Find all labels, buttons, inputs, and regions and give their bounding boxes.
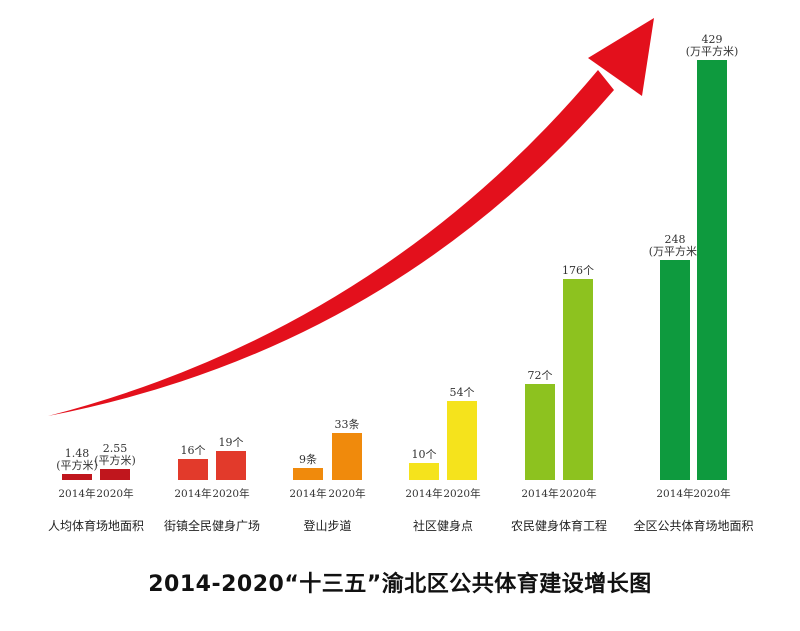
category-label: 人均体育场地面积 [48,518,144,533]
bar [409,463,439,480]
data-label: (万平方米) [686,44,739,58]
bar [447,401,477,480]
year-label: 2020年 [693,487,730,500]
year-label: 2014年 [656,487,693,500]
data-label: 9条 [299,452,317,466]
data-label: 10个 [412,448,437,461]
data-label: (平方米) [94,453,136,467]
year-label: 2020年 [96,487,133,500]
year-label: 2014年 [405,487,442,500]
data-label: 54个 [450,386,475,399]
category-label: 街镇全民健身广场 [164,518,260,533]
category-label: 全区公共体育场地面积 [633,518,753,533]
data-label: 429 [702,33,723,46]
data-label: (万平方米) [649,244,702,258]
bar [178,459,208,480]
year-label: 2020年 [212,487,249,500]
year-label: 2014年 [174,487,211,500]
bar [216,451,246,480]
data-label: 16个 [181,444,206,457]
year-label: 2014年 [289,487,326,500]
growth-arrow-shaft [48,70,614,416]
data-label: 176个 [562,264,594,277]
data-label: 33条 [335,417,360,431]
category-label: 农民健身体育工程 [511,518,607,533]
data-label: 248 [665,233,686,246]
year-label: 2020年 [559,487,596,500]
bar [332,433,362,480]
bar [525,384,555,480]
data-label: 72个 [528,369,553,382]
data-label: 19个 [219,436,244,449]
category-label: 登山步道 [303,518,351,533]
bar-groups: 1.48(平方米)2014年2.55(平方米)2020年人均体育场地面积16个2… [48,33,754,533]
bar [100,469,130,480]
chart-title: 2014-2020“十三五”渝北区公共体育建设增长图 [148,572,652,597]
bar [62,474,92,480]
bar [660,260,690,480]
bar [697,60,727,480]
growth-arrow [48,18,654,416]
year-label: 2014年 [58,487,95,500]
year-label: 2020年 [443,487,480,500]
data-label: 1.48 [65,447,90,460]
growth-arrow-head [588,18,654,96]
category-label: 社区健身点 [413,518,473,533]
data-label: (平方米) [56,458,98,472]
data-label: 2.55 [103,442,128,455]
bar [563,279,593,480]
year-label: 2014年 [521,487,558,500]
year-label: 2020年 [328,487,365,500]
bar [293,468,323,480]
